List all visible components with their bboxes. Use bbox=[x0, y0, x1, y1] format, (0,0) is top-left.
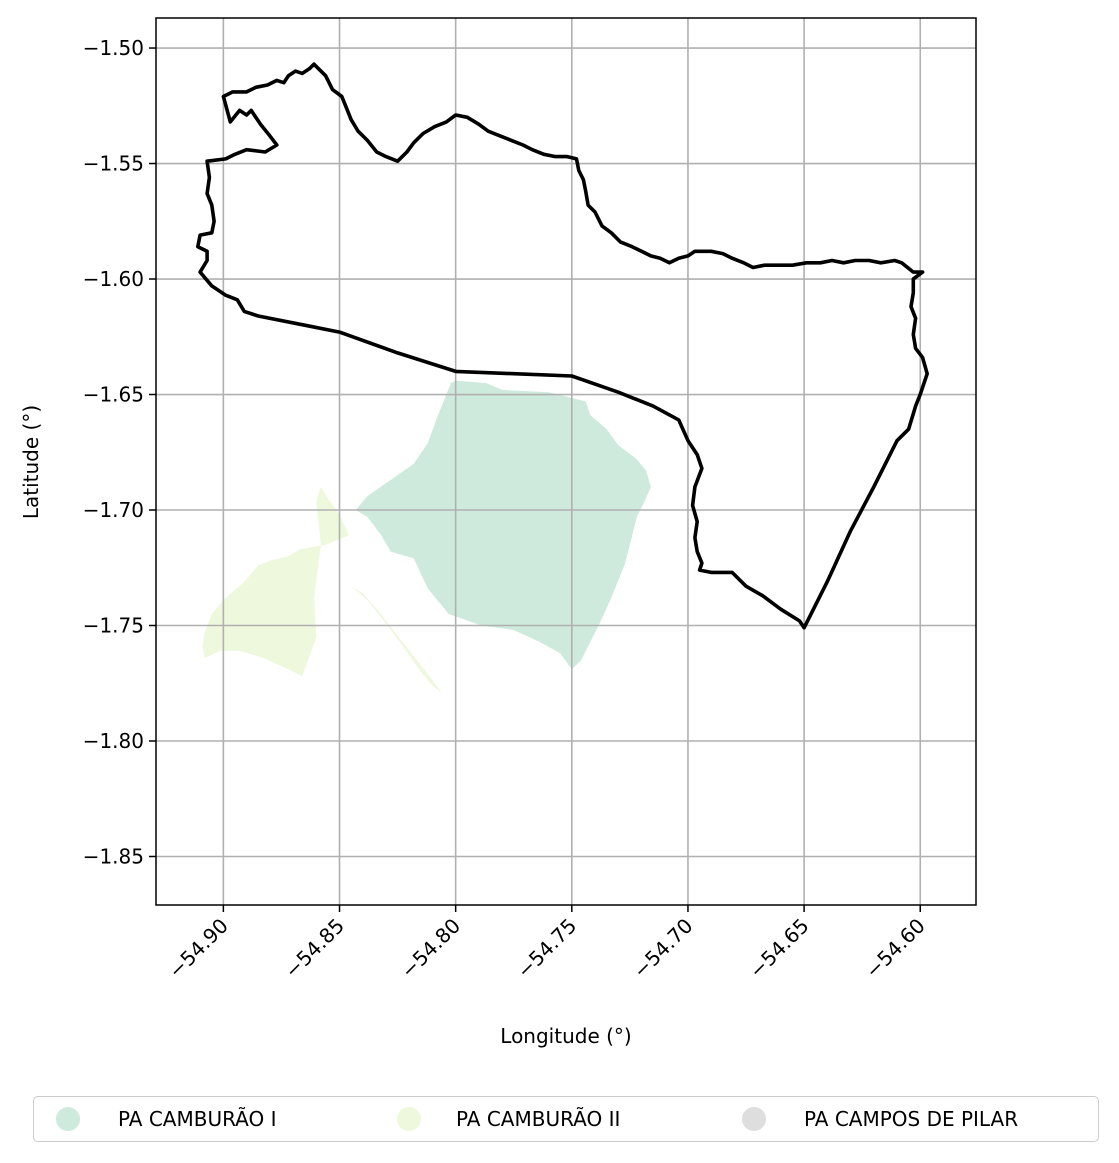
x-axis-label: Longitude (°) bbox=[500, 1024, 631, 1048]
y-tick-label: −1.65 bbox=[83, 383, 144, 407]
y-tick-label: −1.50 bbox=[83, 36, 144, 60]
boundary-outline bbox=[196, 62, 929, 630]
region-pa-camburao-ii-polygon-1 bbox=[202, 486, 349, 677]
legend: PA CAMBURÃO I PA CAMBURÃO II PA CAMPOS D… bbox=[33, 1096, 1099, 1142]
y-tick-label: −1.70 bbox=[83, 498, 144, 522]
legend-swatch-pa-campos-de-pilar bbox=[742, 1107, 766, 1131]
x-tick-label: −54.65 bbox=[744, 914, 813, 983]
legend-label-pa-camburao-i: PA CAMBURÃO I bbox=[118, 1107, 277, 1131]
x-tick-label: −54.90 bbox=[164, 914, 233, 983]
boundary-layer bbox=[196, 62, 929, 630]
y-axis-label: Latitude (°) bbox=[19, 405, 43, 519]
x-axis-ticks: −54.90 −54.85 −54.80 −54.75 −54.70 −54.65 −54.… bbox=[164, 905, 930, 983]
map-plot: −54.90 −54.85 −54.80 −54.75 −54.70 −54.65 −54.… bbox=[19, 17, 977, 1048]
x-tick-label: −54.60 bbox=[860, 914, 929, 983]
y-tick-label: −1.55 bbox=[83, 152, 144, 176]
legend-label-pa-camburao-ii: PA CAMBURÃO II bbox=[456, 1107, 621, 1131]
y-tick-label: −1.60 bbox=[83, 267, 144, 291]
x-tick-label: −54.80 bbox=[396, 914, 465, 983]
region-pa-camburao-ii-polygon-2 bbox=[351, 586, 442, 693]
y-tick-label: −1.80 bbox=[83, 729, 144, 753]
legend-item-pa-camburao-i: PA CAMBURÃO I bbox=[56, 1097, 277, 1141]
regions-layer bbox=[202, 380, 651, 693]
x-tick-label: −54.70 bbox=[628, 914, 697, 983]
y-tick-label: −1.85 bbox=[83, 844, 144, 868]
x-tick-label: −54.85 bbox=[280, 914, 349, 983]
y-axis-ticks: −1.50 −1.55 −1.60 −1.65 −1.70 −1.75 −1.80 −1.85 bbox=[83, 36, 156, 868]
plot-frame bbox=[155, 17, 977, 906]
legend-swatch-pa-camburao-ii bbox=[397, 1107, 421, 1131]
region-pa-camburao-i-polygon-1 bbox=[355, 380, 651, 670]
legend-swatch-pa-camburao-i bbox=[56, 1107, 80, 1131]
legend-item-pa-camburao-ii: PA CAMBURÃO II bbox=[397, 1097, 620, 1141]
legend-label-pa-campos-de-pilar: PA CAMPOS DE PILAR bbox=[804, 1107, 1019, 1131]
y-tick-label: −1.75 bbox=[83, 614, 144, 638]
grid-layer bbox=[156, 18, 976, 905]
legend-item-pa-campos-de-pilar: PA CAMPOS DE PILAR bbox=[742, 1097, 1018, 1141]
x-tick-label: −54.75 bbox=[512, 914, 581, 983]
